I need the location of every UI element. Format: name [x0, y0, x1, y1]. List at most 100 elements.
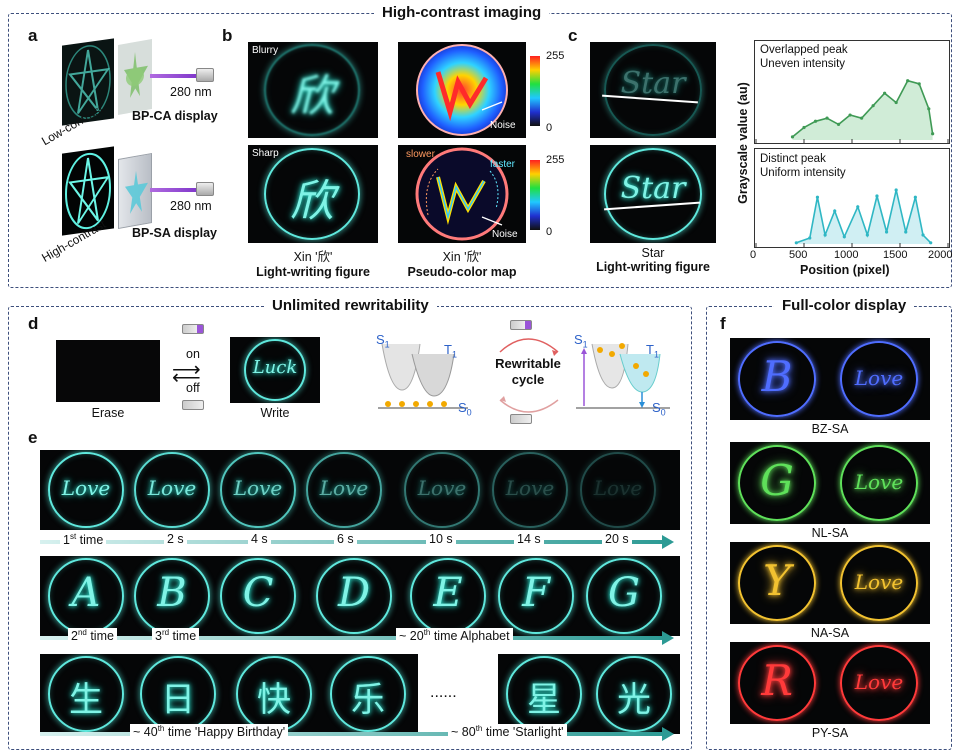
- t1-left: T1: [444, 342, 457, 360]
- row2-letter-5: E: [433, 570, 463, 616]
- low-contrast-star-image: [62, 38, 114, 126]
- row3-char-2: 日: [161, 680, 195, 720]
- uv-lamp-1-icon: [196, 68, 214, 82]
- s0-left: S0: [458, 400, 472, 418]
- row3-char-3: 快: [257, 680, 291, 720]
- profile-point: [883, 91, 887, 95]
- grayscale-ylabel: Grayscale value (au): [736, 82, 750, 204]
- blurry-tag: Blurry: [252, 45, 279, 56]
- star-image-top: Star: [590, 42, 716, 138]
- full-color-word: Love: [854, 470, 904, 494]
- panel-label-b: b: [222, 26, 233, 45]
- row3-strip-right: 星 光: [498, 654, 680, 734]
- top-plot-note-2: Uneven intensity: [760, 58, 846, 70]
- full-color-letter: R: [761, 656, 793, 705]
- star-word-top: Star: [620, 66, 686, 101]
- off-label: off: [186, 381, 200, 395]
- row1-label-1: 1st time: [60, 532, 107, 548]
- on-label: on: [186, 347, 200, 361]
- full-color-letter: B: [761, 352, 793, 401]
- plot-frame: [754, 40, 950, 144]
- profile-point: [921, 233, 925, 237]
- row3-char-4: 乐: [351, 680, 385, 720]
- panel-label-a: a: [28, 26, 38, 45]
- pseudo-color-map-top: Noise: [398, 42, 526, 138]
- write-image: Luck: [230, 337, 320, 403]
- xtick-1000: 1000: [834, 249, 859, 261]
- pseudo-color-map-bottom: slower faster Noise: [398, 145, 526, 243]
- full-color-image-bz-sa: B Love: [730, 338, 930, 420]
- profile-point: [927, 107, 931, 111]
- full-color-image-py-sa: R Love: [730, 642, 930, 724]
- row1-word-6: Love: [505, 476, 555, 500]
- row1-label-3: 4 s: [248, 532, 271, 546]
- profile-point: [790, 135, 795, 139]
- colorbar-2-min: 0: [546, 226, 553, 238]
- profile-point: [813, 119, 818, 123]
- caption-b-1: Xin '欣' Light-writing figure: [256, 250, 370, 279]
- sharp-xin-image: 欣 Sharp: [248, 145, 378, 243]
- row1-label-6: 14 s: [514, 532, 544, 546]
- profile-point: [871, 104, 875, 108]
- row3-label-2: ~ 80th time 'Starlight': [448, 724, 567, 740]
- row2-letter-6: F: [522, 570, 550, 616]
- profile-point: [865, 233, 869, 237]
- row2-letter-3: C: [242, 570, 274, 616]
- profile-point: [836, 122, 841, 126]
- erase-image: [56, 340, 160, 402]
- rewritable-cycle-arrows: [499, 338, 559, 413]
- full-color-image-na-sa: Y Love: [730, 542, 930, 624]
- s1-right: S1: [574, 332, 588, 350]
- row1-word-5: Love: [417, 476, 467, 500]
- full-color-label: NL-SA: [811, 526, 849, 540]
- full-color-label: PY-SA: [811, 726, 849, 740]
- row1-word-7: Love: [593, 476, 643, 500]
- star-word-bottom: Star: [620, 171, 686, 206]
- bp-sa-display-image: [118, 153, 152, 229]
- lamp-on-icon: [182, 324, 204, 334]
- cycle-label: Rewritable cycle: [495, 356, 561, 387]
- profile-point: [894, 188, 898, 192]
- arrow-left: ⟵: [172, 367, 201, 389]
- section-title-high-contrast: High-contrast imaging: [374, 4, 550, 21]
- top-plot-note-1: Overlapped peak: [760, 44, 848, 56]
- blurry-xin-image: 欣 Blurry: [248, 42, 378, 138]
- profile-point: [875, 194, 879, 198]
- noise-label-2: Noise: [492, 229, 518, 240]
- full-color-word: Love: [854, 570, 904, 594]
- profile-area: [796, 190, 931, 244]
- row1-timeline: 1st time 2 s 4 s 6 s 10 s 14 s 20 s: [40, 532, 680, 552]
- full-color-label: BZ-SA: [811, 422, 849, 436]
- row3-timeline: ~ 40th time 'Happy Birthday' ~ 80th time…: [40, 724, 680, 744]
- colorbar-2-max: 255: [546, 154, 565, 166]
- bottom-plot-note-1: Distinct peak: [760, 153, 826, 165]
- uv-beam-1: [150, 74, 200, 78]
- panel-label-f: f: [720, 314, 726, 333]
- row2-timeline: 2nd time 3rd time ~ 20th time Alphabet: [40, 628, 680, 648]
- row3-ellipsis: ......: [430, 684, 457, 701]
- slower-label: slower: [406, 149, 435, 160]
- wavelength-label-1: 280 nm: [170, 85, 212, 99]
- faster-label: faster: [490, 159, 516, 170]
- noise-label-1: Noise: [490, 120, 516, 131]
- row2-strip: A B C D E F G: [40, 556, 680, 636]
- profile-point: [913, 195, 917, 199]
- wavelength-label-2: 280 nm: [170, 199, 212, 213]
- profile-point: [931, 132, 935, 136]
- profile-line: [791, 79, 934, 138]
- sharp-tag: Sharp: [252, 148, 279, 159]
- profile-point: [815, 195, 820, 199]
- energy-diagram-left: [378, 343, 468, 409]
- profile-point: [929, 241, 933, 245]
- row1-label-7: 20 s: [602, 532, 632, 546]
- colorbar-1-max: 255: [546, 50, 565, 62]
- cycle-lamp-bottom-icon: [510, 414, 532, 424]
- row2-label-1: 2nd time: [68, 628, 117, 644]
- xtick-0: 0: [750, 249, 757, 261]
- blurry-glyph: 欣: [290, 71, 334, 122]
- row1-word-4: Love: [319, 476, 369, 500]
- grayscale-xlabel: Position (pixel): [800, 263, 890, 277]
- colorbar-1: [530, 56, 540, 126]
- caption-b-2: Xin '欣' Pseudo-color map: [407, 250, 517, 279]
- row3-char-1: 生: [69, 680, 103, 720]
